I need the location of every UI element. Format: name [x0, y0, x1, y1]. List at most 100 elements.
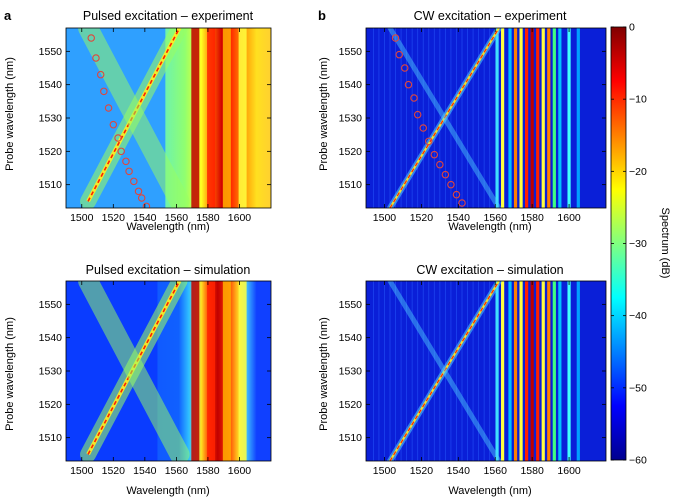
idler-marker	[404, 80, 413, 89]
x-tick-label: 1540	[447, 212, 471, 224]
pump-line	[501, 28, 505, 208]
y-tick-label: 1510	[39, 432, 63, 444]
probe-dash	[87, 28, 181, 202]
pump-line	[508, 281, 512, 461]
x-tick-label: 1520	[102, 212, 126, 224]
idler-marker	[122, 157, 130, 166]
y-axis-label: Probe wavelength (nm)	[4, 317, 16, 431]
pump-line	[576, 281, 580, 461]
x-tick-label: 1500	[70, 465, 94, 477]
pump-line	[513, 28, 518, 208]
x-tick-label: 1580	[520, 212, 544, 224]
x-tick-label: 1540	[133, 212, 157, 224]
pump-line	[558, 281, 562, 461]
y-tick-label: 1530	[39, 113, 63, 125]
idler-marker	[413, 110, 422, 119]
x-tick-label: 1580	[196, 212, 220, 224]
pump-line	[576, 28, 580, 208]
idler-marker	[114, 134, 122, 142]
pump-band-line	[238, 28, 247, 208]
y-tick-label: 1510	[39, 179, 63, 191]
chart-title: CW excitation – simulation	[416, 263, 563, 277]
panel-pulsed-experiment: Pulsed excitation – experiment 1500 1520 1…	[4, 9, 272, 233]
pump-line	[552, 281, 556, 461]
x-tick-label: 1560	[484, 212, 508, 224]
idler-marker	[96, 70, 105, 79]
pump-line	[530, 281, 534, 461]
y-tick-label: 1540	[339, 332, 363, 344]
y-axis-label: Probe wavelength (nm)	[4, 57, 16, 171]
chart-title: Pulsed excitation – simulation	[86, 263, 251, 277]
y-tick-label: 1510	[339, 432, 363, 444]
x-tick-label: 1500	[70, 212, 94, 224]
y-tick-label: 1550	[39, 299, 63, 311]
probe-dash	[87, 281, 181, 455]
pump-band-line	[191, 281, 200, 461]
idler-marker	[430, 150, 439, 159]
idler-marker	[125, 167, 133, 176]
idler-marker	[452, 190, 461, 199]
idler-marker	[436, 160, 444, 169]
panel-cw-simulation: CW excitation – simulation 1500 1520 1540 1…	[318, 263, 607, 497]
panel-letter-b: b	[318, 8, 326, 23]
x-tick-label: 1520	[102, 465, 126, 477]
pump-line	[508, 28, 512, 208]
pump-band-line	[222, 281, 231, 461]
pump-line	[519, 28, 523, 208]
panel-pulsed-simulation: Pulsed excitation – simulation 1500 1520 1…	[4, 263, 272, 497]
pump-line	[552, 28, 556, 208]
idler-band	[78, 281, 190, 461]
x-tick-label: 1540	[133, 465, 157, 477]
pump-line	[536, 281, 540, 461]
y-tick-label: 1510	[339, 179, 363, 191]
idler-marker	[458, 199, 466, 207]
idler-marker	[117, 147, 125, 156]
colorbar-tick-label: 0	[629, 22, 635, 34]
y-tick-label: 1520	[339, 146, 363, 158]
pump-line	[567, 281, 571, 461]
x-axis-label: Wavelength (nm)	[126, 485, 209, 497]
idler-band	[78, 28, 190, 208]
y-tick-label: 1550	[39, 46, 63, 58]
idler-marker	[87, 34, 95, 42]
pump-line	[536, 28, 540, 208]
idler-band	[387, 281, 502, 461]
chart-title: Pulsed excitation – experiment	[83, 9, 254, 23]
y-axis-label: Probe wavelength (nm)	[318, 317, 330, 431]
y-tick-label: 1520	[39, 146, 63, 158]
pump-line	[495, 28, 499, 208]
y-tick-label: 1550	[339, 46, 363, 58]
pump-line	[501, 281, 505, 461]
pump-line	[495, 281, 499, 461]
x-tick-label: 1560	[484, 465, 508, 477]
idler-marker	[481, 233, 487, 239]
pump-line	[541, 28, 545, 208]
idler-marker	[130, 177, 138, 186]
pump-line	[567, 28, 571, 208]
idler-marker	[391, 34, 400, 42]
idler-marker	[425, 137, 433, 146]
pump-line	[541, 281, 545, 461]
colorbar: 0 −10 −20 −30 −40 −50 −60 Spectrum (dB)	[610, 22, 671, 467]
y-tick-label: 1530	[339, 366, 363, 378]
idler-marker	[441, 170, 450, 179]
y-tick-label: 1540	[39, 332, 63, 344]
y-tick-label: 1540	[39, 79, 63, 91]
colorbar-tick-label: −30	[629, 238, 647, 250]
colorbar-tick-label: −20	[629, 166, 647, 178]
pump-line	[547, 281, 551, 461]
x-tick-label: 1500	[373, 465, 397, 477]
idler-marker	[395, 50, 403, 59]
x-tick-label: 1560	[165, 465, 189, 477]
colorbar-tick-label: −50	[629, 382, 647, 394]
y-tick-label: 1540	[339, 79, 363, 91]
idler-marker	[92, 54, 100, 62]
pump-band-line	[222, 28, 231, 208]
x-tick-label: 1520	[410, 465, 434, 477]
colorbar-tick-label: −40	[629, 310, 647, 322]
x-tick-label: 1600	[557, 212, 581, 224]
colorbar-tick-label: −10	[629, 94, 647, 106]
idler-marker	[447, 180, 455, 189]
y-tick-label: 1520	[39, 399, 63, 411]
